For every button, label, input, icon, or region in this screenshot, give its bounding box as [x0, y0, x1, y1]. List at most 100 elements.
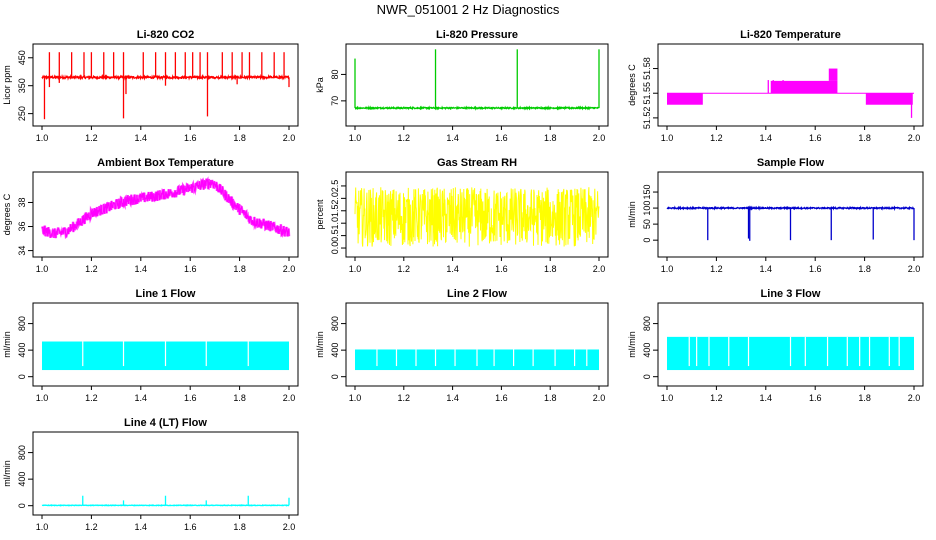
pressure-ytick-label-1: 80 [330, 69, 340, 79]
co2-ylabel: Licor ppm [2, 65, 12, 105]
co2-title: Li-820 CO2 [137, 29, 194, 41]
line3-ytick-label-1: 400 [642, 343, 652, 358]
ambient-line [41, 178, 290, 239]
sample_flow-line [666, 205, 915, 212]
sample_flow-ytick-label-0: 0 [642, 238, 652, 243]
line3-xtick-label-5: 2.0 [908, 393, 921, 403]
temperature-xtick-label-4: 1.8 [858, 133, 871, 143]
line2-xtick-label-2: 1.4 [446, 393, 459, 403]
rh-ytick-label-4: 2.0 [330, 192, 340, 205]
line4-xtick-label-1: 1.2 [85, 522, 98, 532]
rh-ytick-label-2: 1.0 [330, 217, 340, 230]
ambient-ylabel: degrees C [2, 193, 12, 235]
pressure-xtick-label-4: 1.8 [544, 133, 557, 143]
panel-pressure: Li-820 Pressure 70 80 kPa 1.0 1.2 1.4 1.6 1.8 2.0 [315, 29, 609, 143]
pressure-ytick-label-0: 70 [330, 96, 340, 106]
pressure-line [354, 105, 600, 111]
ambient-title: Ambient Box Temperature [97, 157, 234, 169]
line2-ytick-label-0: 0 [330, 374, 340, 379]
line2-ytick-label-2: 800 [330, 316, 340, 331]
line1-ytick-label-2: 800 [17, 316, 27, 331]
temperature-xtick-label-5: 2.0 [908, 133, 921, 143]
sample_flow-xtick-label-3: 1.6 [809, 264, 822, 274]
line2-xtick-label-5: 2.0 [593, 393, 606, 403]
line3-ylabel: ml/min [627, 331, 637, 358]
temperature-band-3 [865, 93, 913, 105]
line3-xtick-label-0: 1.0 [661, 393, 674, 403]
line3-ytick-label-0: 0 [642, 374, 652, 379]
ambient-ytick-label-2: 38 [17, 197, 27, 207]
co2-xtick-label-3: 1.6 [184, 133, 197, 143]
panel-line3: Line 3 Flow 0 400 800 ml/min 1.0 1.2 1.4 1.6 1.8 2… [627, 288, 924, 403]
co2-xtick-label-5: 2.0 [283, 133, 296, 143]
temperature-xtick-label-3: 1.6 [809, 133, 822, 143]
panel-temperature: Li-820 Temperature 51.52 51.55 51.58 degrees… [627, 29, 924, 143]
line4-title: Line 4 (LT) Flow [124, 417, 207, 429]
rh-xtick-label-0: 1.0 [349, 264, 362, 274]
temperature-band-0 [667, 93, 703, 105]
line1-xtick-label-1: 1.2 [85, 393, 98, 403]
temperature-xtick-label-2: 1.4 [760, 133, 773, 143]
co2-xtick-label-1: 1.2 [85, 133, 98, 143]
sample_flow-ylabel: ml/min [627, 201, 637, 228]
sample_flow-ytick-label-2: 100 [642, 201, 652, 216]
temperature-ytick-label-2: 51.58 [642, 57, 652, 80]
ambient-xtick-label-5: 2.0 [283, 264, 296, 274]
rh-frame [345, 171, 609, 258]
line3-ytick-label-2: 800 [642, 316, 652, 331]
ambient-series [40, 176, 291, 239]
co2-xtick-label-0: 1.0 [36, 133, 49, 143]
sample_flow-xtick-label-5: 2.0 [908, 264, 921, 274]
co2-series [41, 52, 290, 120]
temperature-xtick-label-1: 1.2 [710, 133, 723, 143]
line4-series [41, 495, 290, 507]
line3-xtick-label-3: 1.6 [809, 393, 822, 403]
rh-ylabel: percent [315, 199, 325, 230]
co2-xtick-label-2: 1.4 [135, 133, 148, 143]
line4-xtick-label-5: 2.0 [283, 522, 296, 532]
line1-ytick-label-0: 0 [17, 374, 27, 379]
temperature-ytick-label-0: 51.52 [642, 107, 652, 130]
line4-ytick-label-1: 400 [17, 472, 27, 487]
line1-frame [32, 302, 299, 387]
pressure-frame [345, 43, 609, 127]
pressure-xtick-label-0: 1.0 [349, 133, 362, 143]
line2-xtick-label-4: 1.8 [544, 393, 557, 403]
co2-ytick-label-2: 450 [17, 50, 27, 65]
line4-ylabel: ml/min [2, 460, 12, 487]
line3-series [667, 336, 914, 371]
temperature-title: Li-820 Temperature [740, 29, 841, 41]
rh-ytick-label-5: 2.5 [330, 180, 340, 193]
rh-xtick-label-4: 1.8 [544, 264, 557, 274]
rh-xtick-label-2: 1.4 [446, 264, 459, 274]
line1-ylabel: ml/min [2, 331, 12, 358]
temperature-ylabel: degrees C [627, 64, 637, 106]
temperature-frame [657, 43, 924, 127]
line4-xtick-label-3: 1.6 [184, 522, 197, 532]
sample_flow-xtick-label-4: 1.8 [858, 264, 871, 274]
line2-series [355, 349, 599, 371]
temperature-band-2 [828, 68, 838, 81]
co2-xtick-label-4: 1.8 [233, 133, 246, 143]
rh-ytick-label-0: 0.0 [330, 242, 340, 255]
line1-xtick-label-3: 1.6 [184, 393, 197, 403]
sample_flow-xtick-label-2: 1.4 [760, 264, 773, 274]
ambient-frame [32, 171, 299, 258]
co2-ytick-label-0: 250 [17, 106, 27, 121]
line3-xtick-label-2: 1.4 [760, 393, 773, 403]
ambient-xtick-label-3: 1.6 [184, 264, 197, 274]
line1-xtick-label-0: 1.0 [36, 393, 49, 403]
rh-line [354, 187, 600, 247]
sample_flow-xtick-label-0: 1.0 [661, 264, 674, 274]
line1-xtick-label-4: 1.8 [233, 393, 246, 403]
pressure-xtick-label-5: 2.0 [593, 133, 606, 143]
panel-line2: Line 2 Flow 0 400 800 ml/min 1.0 1.2 1.4 1.6 1.8 2… [315, 288, 609, 403]
panel-line1: Line 1 Flow 0 400 800 ml/min 1.0 1.2 1.4 1.6 1.8 2… [2, 288, 299, 403]
line1-xtick-label-5: 2.0 [283, 393, 296, 403]
line2-frame [345, 302, 609, 387]
temperature-ytick-label-1: 51.55 [642, 82, 652, 105]
ambient-band [40, 176, 291, 239]
line4-xtick-label-2: 1.4 [135, 522, 148, 532]
line2-xtick-label-3: 1.6 [495, 393, 508, 403]
